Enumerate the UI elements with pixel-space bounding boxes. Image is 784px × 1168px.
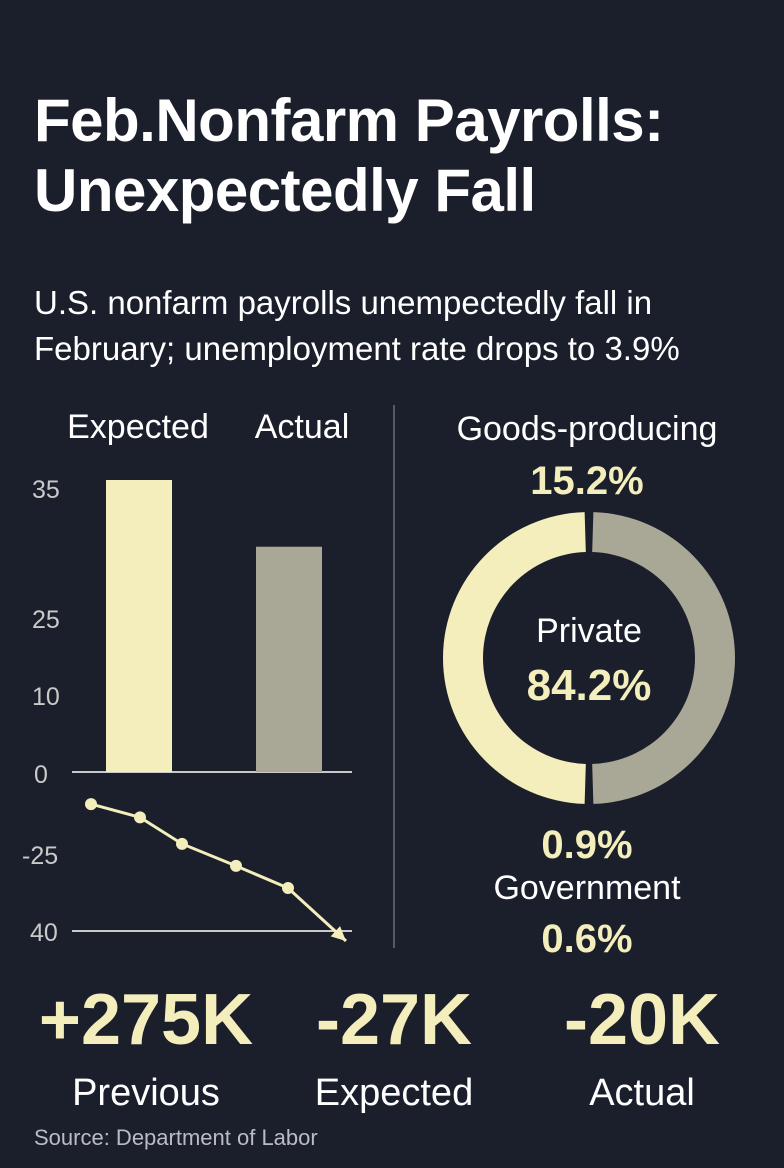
stat-actual-value: -20K — [563, 980, 721, 1060]
page-subtitle: U.S. nonfarm payrolls unempectedly fall … — [34, 284, 680, 367]
donut-slice-right — [592, 512, 736, 804]
stat-expected-label: Expected — [314, 1072, 474, 1114]
bar-actual — [256, 546, 322, 772]
trend-point — [134, 811, 146, 824]
y-tick-label: 25 — [32, 606, 60, 634]
y-tick-label: 40 — [30, 919, 58, 947]
trend-point — [85, 798, 97, 811]
charts-canvas: Expected Actual 35 25 10 0 -25 40 Goods-… — [22, 405, 736, 961]
slice-label-goods: Goods-producing — [457, 410, 718, 448]
donut-center-value: 84.2% — [527, 661, 652, 710]
stat-actual-label: Actual — [589, 1072, 695, 1114]
donut-chart — [442, 512, 736, 804]
category-label-expected: Expected — [67, 408, 209, 446]
slice-value-goods: 15.2% — [530, 459, 643, 503]
y-tick-label: -25 — [22, 842, 58, 870]
trend-line-arrowhead — [330, 926, 346, 941]
y-tick-label: 0 — [34, 761, 48, 789]
slice-value-government: 0.6% — [541, 917, 632, 961]
stat-actual: -20K Actual — [512, 980, 772, 1118]
source-note: Source: Department of Labor — [34, 1125, 318, 1150]
trend-point — [282, 882, 294, 894]
page-title: Feb.Nonfarm Payrolls: Unexpectedly Fall — [34, 87, 664, 224]
stat-previous-label: Previous — [72, 1072, 220, 1114]
trend-line-series — [85, 798, 348, 943]
stat-previous: +275K Previous — [16, 980, 276, 1118]
stat-expected-value: -27K — [315, 980, 473, 1060]
donut-slice-left — [442, 512, 586, 804]
trend-line — [90, 802, 348, 943]
slice-value-other: 0.9% — [541, 823, 632, 867]
stat-expected: -27K Expected — [264, 980, 524, 1118]
slice-label-government: Government — [493, 869, 681, 907]
stat-previous-value: +275K — [38, 980, 254, 1060]
y-tick-label: 35 — [32, 476, 60, 504]
category-label-actual: Actual — [255, 408, 350, 446]
donut-center-label: Private — [536, 612, 642, 650]
bar-expected — [106, 480, 172, 772]
trend-point — [176, 837, 188, 850]
trend-point — [230, 859, 242, 872]
y-tick-label: 10 — [32, 683, 60, 711]
